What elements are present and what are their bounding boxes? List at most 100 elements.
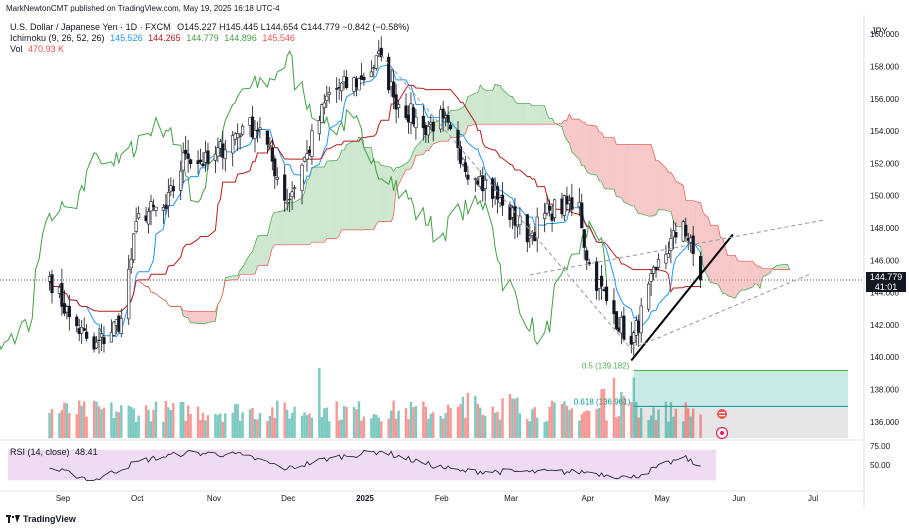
volume-bar (172, 403, 175, 438)
volume-bar (397, 410, 400, 438)
candle (137, 206, 141, 220)
cloud-segment (259, 235, 268, 266)
candle-body (305, 153, 309, 160)
cloud-segment (361, 139, 364, 230)
volume-bar (553, 402, 556, 438)
volume-bar (550, 400, 554, 438)
candle (639, 297, 643, 343)
legend-row-ichimoku[interactable]: Ichimoku (9, 26, 52, 26) 145.526 144.265… (10, 33, 295, 43)
volume-bar (224, 413, 227, 438)
volume-bar (283, 402, 286, 438)
volume-bar (422, 401, 425, 438)
volume-bar (476, 403, 479, 438)
time-tick-label: Nov (207, 494, 221, 503)
cloud-segment (321, 166, 325, 243)
cloud-segment (658, 160, 666, 211)
candle-body (518, 215, 522, 226)
currency-label: JPY (871, 26, 888, 36)
candle (273, 155, 277, 190)
candle-body (198, 159, 203, 163)
cloud-segment (742, 261, 746, 291)
cloud-segment (428, 132, 431, 151)
rsi-band (8, 449, 716, 481)
cloud-segment (519, 103, 528, 125)
candle-body (151, 204, 156, 207)
cloud-segment (242, 254, 251, 275)
cloud-segment (722, 238, 726, 294)
candle-body (290, 191, 294, 198)
candle (198, 148, 203, 165)
candle (654, 266, 658, 278)
volume-bar (337, 420, 341, 438)
flag-icon-stripe (719, 412, 725, 414)
candle-body (535, 216, 539, 239)
candle (404, 93, 408, 121)
volume-bar (456, 407, 460, 438)
candle-body (288, 198, 292, 201)
volume-bar (691, 408, 695, 438)
cloud-segment (544, 105, 548, 125)
tradingview-logo[interactable]: TradingView (6, 514, 76, 524)
candle-body (164, 204, 168, 209)
volume-bar (231, 412, 234, 438)
candle-body (585, 250, 589, 261)
time-tick-label: Sep (56, 494, 71, 503)
volume-bar (429, 413, 432, 438)
candle-body (570, 197, 574, 210)
volume-bar (305, 415, 309, 438)
candle (253, 120, 257, 153)
candle (109, 319, 114, 343)
price-tick-label: 142.000 (870, 321, 899, 330)
volume-bar (595, 408, 598, 438)
tv-logo-text: TradingView (23, 514, 76, 524)
candles (47, 36, 703, 356)
cloud-segment (673, 175, 676, 227)
volume-bar (288, 418, 291, 438)
cloud-segment (621, 144, 624, 203)
volume-bar (342, 406, 346, 438)
candle (134, 207, 138, 234)
volume-bar (652, 407, 655, 438)
volume-bar (387, 418, 390, 438)
cloud-segment (584, 121, 587, 172)
candle-body (441, 108, 445, 119)
candle (570, 183, 574, 217)
volume-bar (466, 392, 470, 438)
volume-bar (75, 414, 78, 438)
cloud-segment (371, 147, 374, 230)
cloud-segment (708, 216, 711, 283)
cloud-segment (183, 310, 186, 318)
candle-body (666, 253, 671, 258)
ichimoku-label: Ichimoku (9, 26, 52, 26) (10, 33, 105, 43)
candle-body (426, 126, 430, 136)
volume-bar (186, 405, 190, 438)
candle (649, 268, 653, 296)
cloud-segment (287, 202, 290, 245)
rsi-legend[interactable]: RSI (14, close) 48.41 (10, 447, 98, 457)
candle (151, 199, 156, 212)
cloud-segment (344, 144, 347, 230)
symbol-title[interactable]: U.S. Dollar / Japanese Yen · 1D · FXCM (10, 22, 171, 32)
volume-bar (630, 402, 633, 438)
candle-body (283, 174, 287, 201)
candle (595, 257, 599, 300)
volume-bar (432, 412, 435, 438)
candle (344, 70, 349, 90)
candle (421, 103, 425, 141)
candle (325, 85, 329, 108)
candle (448, 121, 453, 131)
volume-bar (394, 418, 398, 438)
volume-bar (238, 420, 242, 438)
candle (67, 294, 71, 331)
candle-body (50, 274, 54, 294)
candle (379, 36, 383, 62)
candle-body (362, 76, 366, 81)
candle-body (664, 253, 668, 264)
legend-row-volume[interactable]: Vol 470.93 K (10, 44, 64, 54)
candle (258, 117, 262, 139)
price-tick-label: 140.000 (870, 353, 899, 362)
channel-line (529, 219, 825, 276)
volume-bar (372, 413, 376, 438)
cloud-segment (198, 311, 201, 324)
volume-bar (493, 412, 497, 438)
